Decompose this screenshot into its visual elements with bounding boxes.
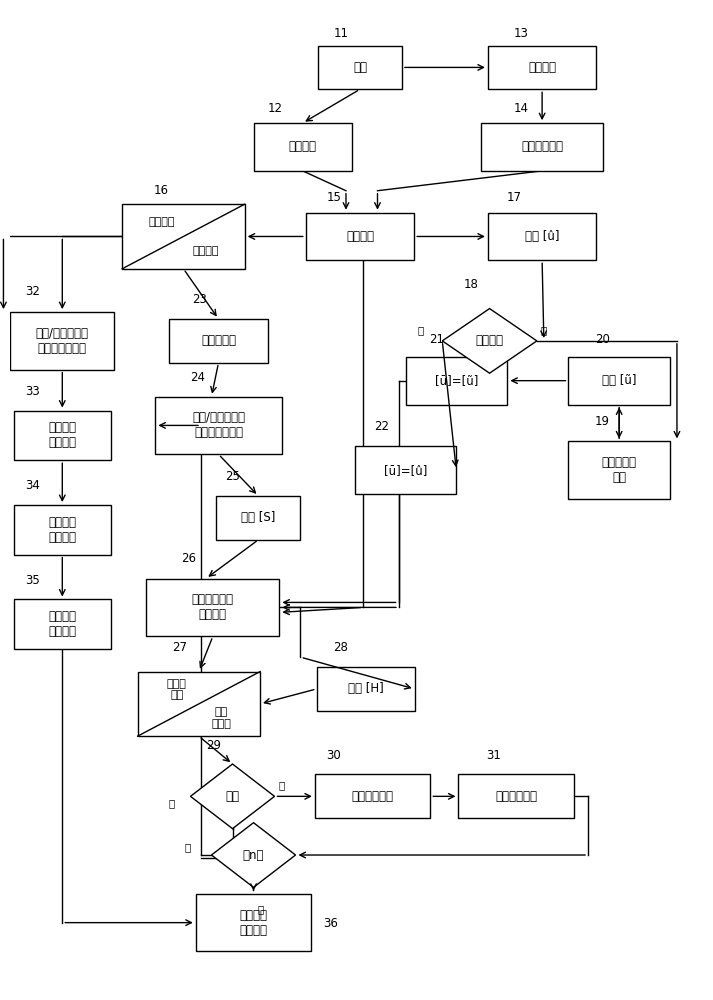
FancyBboxPatch shape bbox=[14, 410, 111, 460]
Text: 计算薄膜
本征应力: 计算薄膜 本征应力 bbox=[240, 909, 267, 937]
Text: 建立薄膜应力
迭代方程: 建立薄膜应力 迭代方程 bbox=[192, 593, 234, 621]
Text: 线性/非线性温度
应力有限元方程: 线性/非线性温度 应力有限元方程 bbox=[36, 327, 89, 355]
Text: 薄膜应力: 薄膜应力 bbox=[193, 246, 219, 256]
Text: 13: 13 bbox=[514, 27, 529, 40]
Text: 试件安装: 试件安装 bbox=[528, 61, 556, 74]
Text: 逐层变形测量: 逐层变形测量 bbox=[521, 140, 563, 153]
Text: 15: 15 bbox=[327, 191, 342, 204]
Text: 14: 14 bbox=[514, 102, 529, 115]
FancyBboxPatch shape bbox=[14, 599, 111, 649]
Text: 21: 21 bbox=[429, 333, 443, 346]
FancyBboxPatch shape bbox=[315, 774, 431, 818]
Text: 收敛: 收敛 bbox=[225, 790, 240, 803]
Text: 36: 36 bbox=[324, 917, 339, 930]
Text: 29: 29 bbox=[206, 739, 221, 752]
Text: 试件网格: 试件网格 bbox=[346, 230, 374, 243]
FancyBboxPatch shape bbox=[122, 204, 245, 269]
FancyBboxPatch shape bbox=[155, 397, 282, 454]
Text: 薄膜温度
错配应力: 薄膜温度 错配应力 bbox=[48, 610, 76, 638]
Text: 第n层: 第n层 bbox=[242, 849, 265, 862]
Text: 34: 34 bbox=[25, 479, 40, 492]
Text: 23: 23 bbox=[192, 293, 207, 306]
Text: 基体温度
错配应变: 基体温度 错配应变 bbox=[48, 421, 76, 449]
Text: [ū]=[ũ]: [ū]=[ũ] bbox=[435, 374, 478, 387]
FancyBboxPatch shape bbox=[568, 441, 670, 499]
Text: 线性/非线性薄膜
材料有限元方程: 线性/非线性薄膜 材料有限元方程 bbox=[192, 411, 245, 439]
FancyBboxPatch shape bbox=[306, 213, 414, 260]
Text: 是: 是 bbox=[278, 780, 284, 790]
Text: 逐层本征应变: 逐层本征应变 bbox=[496, 790, 537, 803]
Text: 30: 30 bbox=[327, 749, 341, 762]
Text: 否: 否 bbox=[168, 798, 174, 808]
FancyBboxPatch shape bbox=[318, 46, 402, 89]
Text: 外力有限元
方程: 外力有限元 方程 bbox=[602, 456, 637, 484]
Polygon shape bbox=[190, 764, 275, 829]
FancyBboxPatch shape bbox=[488, 46, 596, 89]
Text: 17: 17 bbox=[507, 191, 522, 204]
Text: 规则
化方法: 规则 化方法 bbox=[211, 707, 231, 729]
Text: 计算 [û]: 计算 [û] bbox=[525, 230, 560, 243]
Text: 外力修正: 外力修正 bbox=[476, 334, 503, 347]
Text: 计算 [ũ]: 计算 [ũ] bbox=[602, 374, 637, 387]
FancyBboxPatch shape bbox=[146, 579, 279, 636]
Text: 温度应力: 温度应力 bbox=[148, 217, 175, 227]
FancyBboxPatch shape bbox=[14, 505, 111, 555]
FancyBboxPatch shape bbox=[216, 496, 300, 540]
Text: 24: 24 bbox=[190, 371, 205, 384]
FancyBboxPatch shape bbox=[488, 213, 596, 260]
FancyBboxPatch shape bbox=[406, 357, 508, 405]
FancyBboxPatch shape bbox=[254, 123, 352, 171]
Text: 11: 11 bbox=[334, 27, 349, 40]
Text: 试件几何: 试件几何 bbox=[289, 140, 317, 153]
Text: 薄膜温度
错配应变: 薄膜温度 错配应变 bbox=[48, 516, 76, 544]
Text: 18: 18 bbox=[463, 278, 478, 291]
FancyBboxPatch shape bbox=[481, 123, 603, 171]
Text: [ū]=[û]: [ū]=[û] bbox=[384, 464, 427, 477]
Polygon shape bbox=[442, 309, 537, 373]
Text: 12: 12 bbox=[267, 102, 282, 115]
Text: 16: 16 bbox=[153, 184, 168, 197]
Text: 33: 33 bbox=[25, 385, 40, 398]
Text: 逐层初始化: 逐层初始化 bbox=[201, 334, 236, 347]
Polygon shape bbox=[212, 823, 296, 887]
Text: 是: 是 bbox=[540, 325, 547, 335]
Text: 20: 20 bbox=[595, 333, 610, 346]
Text: 28: 28 bbox=[334, 641, 348, 654]
FancyBboxPatch shape bbox=[170, 319, 267, 363]
Text: 26: 26 bbox=[181, 552, 196, 565]
Text: 奇异值
分解: 奇异值 分解 bbox=[167, 679, 187, 700]
FancyBboxPatch shape bbox=[11, 312, 114, 370]
Text: 32: 32 bbox=[25, 285, 40, 298]
Text: 否: 否 bbox=[185, 842, 191, 852]
Text: 是: 是 bbox=[257, 904, 263, 914]
Text: 计算 [S]: 计算 [S] bbox=[241, 511, 276, 524]
FancyBboxPatch shape bbox=[458, 774, 574, 818]
Text: 计算 [H]: 计算 [H] bbox=[348, 682, 384, 695]
Text: 25: 25 bbox=[225, 470, 240, 483]
FancyBboxPatch shape bbox=[196, 894, 312, 951]
Text: 35: 35 bbox=[25, 574, 40, 587]
Text: 试件: 试件 bbox=[353, 61, 367, 74]
Text: 27: 27 bbox=[173, 641, 188, 654]
Text: 19: 19 bbox=[595, 415, 610, 428]
FancyBboxPatch shape bbox=[138, 672, 260, 736]
FancyBboxPatch shape bbox=[568, 357, 670, 405]
Text: 逐层薄膜应力: 逐层薄膜应力 bbox=[352, 790, 394, 803]
Text: 31: 31 bbox=[486, 749, 501, 762]
Text: 否: 否 bbox=[418, 325, 424, 335]
Text: 22: 22 bbox=[374, 420, 389, 433]
FancyBboxPatch shape bbox=[317, 667, 415, 711]
FancyBboxPatch shape bbox=[355, 446, 456, 494]
